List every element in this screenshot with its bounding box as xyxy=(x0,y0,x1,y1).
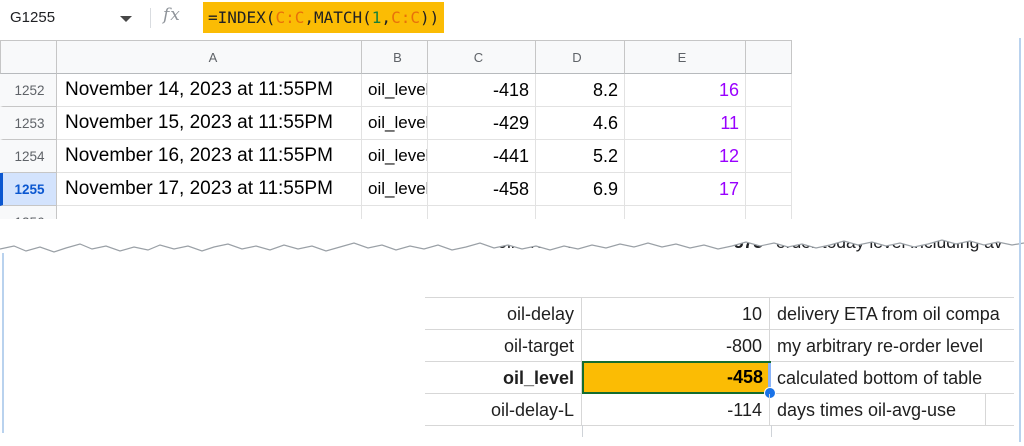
cell-c1253[interactable]: -429 xyxy=(428,107,536,140)
column-header-d[interactable]: D xyxy=(536,40,625,74)
cell-value-oil-target[interactable]: -800 xyxy=(582,330,770,362)
name-box-dropdown-icon[interactable] xyxy=(120,16,132,22)
top-grid: A B C D E 1252 November 14, 2023 at 11:5… xyxy=(0,40,793,219)
cell-d1255[interactable]: 6.9 xyxy=(536,173,625,206)
screenshot-edge-line-left xyxy=(2,253,4,433)
screenshot-edge-line-right xyxy=(1019,38,1021,442)
cell-f1256-partial[interactable] xyxy=(746,206,792,219)
cell-d1256-partial[interactable] xyxy=(536,206,625,219)
cell-a1255[interactable]: November 17, 2023 at 11:55PM xyxy=(57,173,362,206)
cell-f1253[interactable] xyxy=(746,107,792,140)
grid-line xyxy=(425,329,1014,330)
cell-label-oil-target[interactable]: oil-target xyxy=(425,330,582,362)
cell-b1252[interactable]: oil_level xyxy=(362,74,428,107)
formula-input[interactable]: =INDEX( C:C ,MATCH( 1 , C:C )) xyxy=(203,2,445,33)
column-header-a[interactable]: A xyxy=(57,40,362,74)
cell-a1254[interactable]: November 16, 2023 at 11:55PM xyxy=(57,140,362,173)
formula-segment-number: 1 xyxy=(371,8,382,27)
screenshot-tear-edge xyxy=(0,219,1024,253)
row-header-1256-partial[interactable]: 1256 xyxy=(0,206,57,219)
grid-line xyxy=(425,297,1014,298)
cell-note-oil-level[interactable]: calculated bottom of table xyxy=(777,368,983,388)
cell-label-oil-level[interactable]: oil_level xyxy=(425,362,582,394)
cell-b1255[interactable]: oil_level xyxy=(362,173,428,206)
table-row: 1252 November 14, 2023 at 11:55PM oil_le… xyxy=(0,74,793,107)
row-header-1255-selected[interactable]: 1255 xyxy=(0,173,57,206)
cell-f1255[interactable] xyxy=(746,173,792,206)
formula-segment: =INDEX( xyxy=(208,8,276,27)
formula-segment: , xyxy=(381,8,392,27)
fill-handle-icon[interactable] xyxy=(764,387,776,399)
selection-column-edge xyxy=(768,363,771,387)
cell-f1254[interactable] xyxy=(746,140,792,173)
cell-e1255[interactable]: 17 xyxy=(625,173,746,206)
row-header-1252[interactable]: 1252 xyxy=(0,74,57,107)
cell-e1253[interactable]: 11 xyxy=(625,107,746,140)
formula-segment: ,MATCH( xyxy=(304,8,372,27)
cell-label-oil-delay-l[interactable]: oil-delay-L xyxy=(425,394,582,426)
cell-c1256-partial[interactable] xyxy=(428,206,536,219)
toolbar-divider xyxy=(150,8,151,28)
grid-line xyxy=(425,425,1014,426)
cell-d1252[interactable]: 8.2 xyxy=(536,74,625,107)
cell-f1252[interactable] xyxy=(746,74,792,107)
cell-d1254[interactable]: 5.2 xyxy=(536,140,625,173)
table-row: 1254 November 16, 2023 at 11:55PM oil_le… xyxy=(0,140,793,173)
table-row: 1253 November 15, 2023 at 11:55PM oil_le… xyxy=(0,107,793,140)
cell-e1254[interactable]: 12 xyxy=(625,140,746,173)
column-header-e[interactable]: E xyxy=(625,40,746,74)
cell-c1252[interactable]: -418 xyxy=(428,74,536,107)
row-header-1253[interactable]: 1253 xyxy=(0,107,57,140)
cell-label-oil-delay[interactable]: oil-delay xyxy=(425,298,582,330)
grid-line xyxy=(771,425,772,437)
row-header-1254[interactable]: 1254 xyxy=(0,140,57,173)
cell-note-oil-delay[interactable]: delivery ETA from oil compa xyxy=(777,304,1000,324)
formula-toolbar: G1255 fx =INDEX( C:C ,MATCH( 1 , C:C )) xyxy=(0,0,1024,38)
formula-segment-range: C:C xyxy=(391,8,420,27)
column-header-f-partial[interactable] xyxy=(746,40,792,74)
cell-b1256-partial[interactable] xyxy=(362,206,428,219)
corner-select-all[interactable] xyxy=(0,40,57,74)
cell-note-oil-target[interactable]: my arbitrary re-order level xyxy=(777,336,984,356)
cell-value-oil-delay[interactable]: 10 xyxy=(582,298,770,330)
grid-line xyxy=(985,393,986,425)
formula-segment: )) xyxy=(419,8,440,27)
column-header-row: A B C D E xyxy=(0,40,793,74)
formula-segment-range: C:C xyxy=(275,8,305,27)
fx-icon: fx xyxy=(163,5,181,25)
cell-e1256-partial[interactable] xyxy=(625,206,746,219)
cell-a1256-partial[interactable] xyxy=(57,206,362,219)
cell-c1254[interactable]: -441 xyxy=(428,140,536,173)
cell-e1252[interactable]: 16 xyxy=(625,74,746,107)
table-row-partial: 1256 xyxy=(0,206,793,219)
cell-a1253[interactable]: November 15, 2023 at 11:55PM xyxy=(57,107,362,140)
selected-cell-oil-level-value[interactable]: -458 xyxy=(582,361,771,394)
cell-value-oil-delay-l[interactable]: -114 xyxy=(582,394,770,426)
column-header-c[interactable]: C xyxy=(428,40,536,74)
table-row-selected: 1255 November 17, 2023 at 11:55PM oil_le… xyxy=(0,173,793,206)
cell-b1254[interactable]: oil_level xyxy=(362,140,428,173)
grid-line xyxy=(582,425,583,437)
cell-c1255[interactable]: -458 xyxy=(428,173,536,206)
cell-b1253[interactable]: oil_level xyxy=(362,107,428,140)
cell-d1253[interactable]: 4.6 xyxy=(536,107,625,140)
column-header-b[interactable]: B xyxy=(362,40,428,74)
name-box[interactable]: G1255 xyxy=(10,9,56,26)
cell-a1252[interactable]: November 14, 2023 at 11:55PM xyxy=(57,74,362,107)
cell-note-oil-delay-l[interactable]: days times oil-avg-use xyxy=(777,400,957,420)
